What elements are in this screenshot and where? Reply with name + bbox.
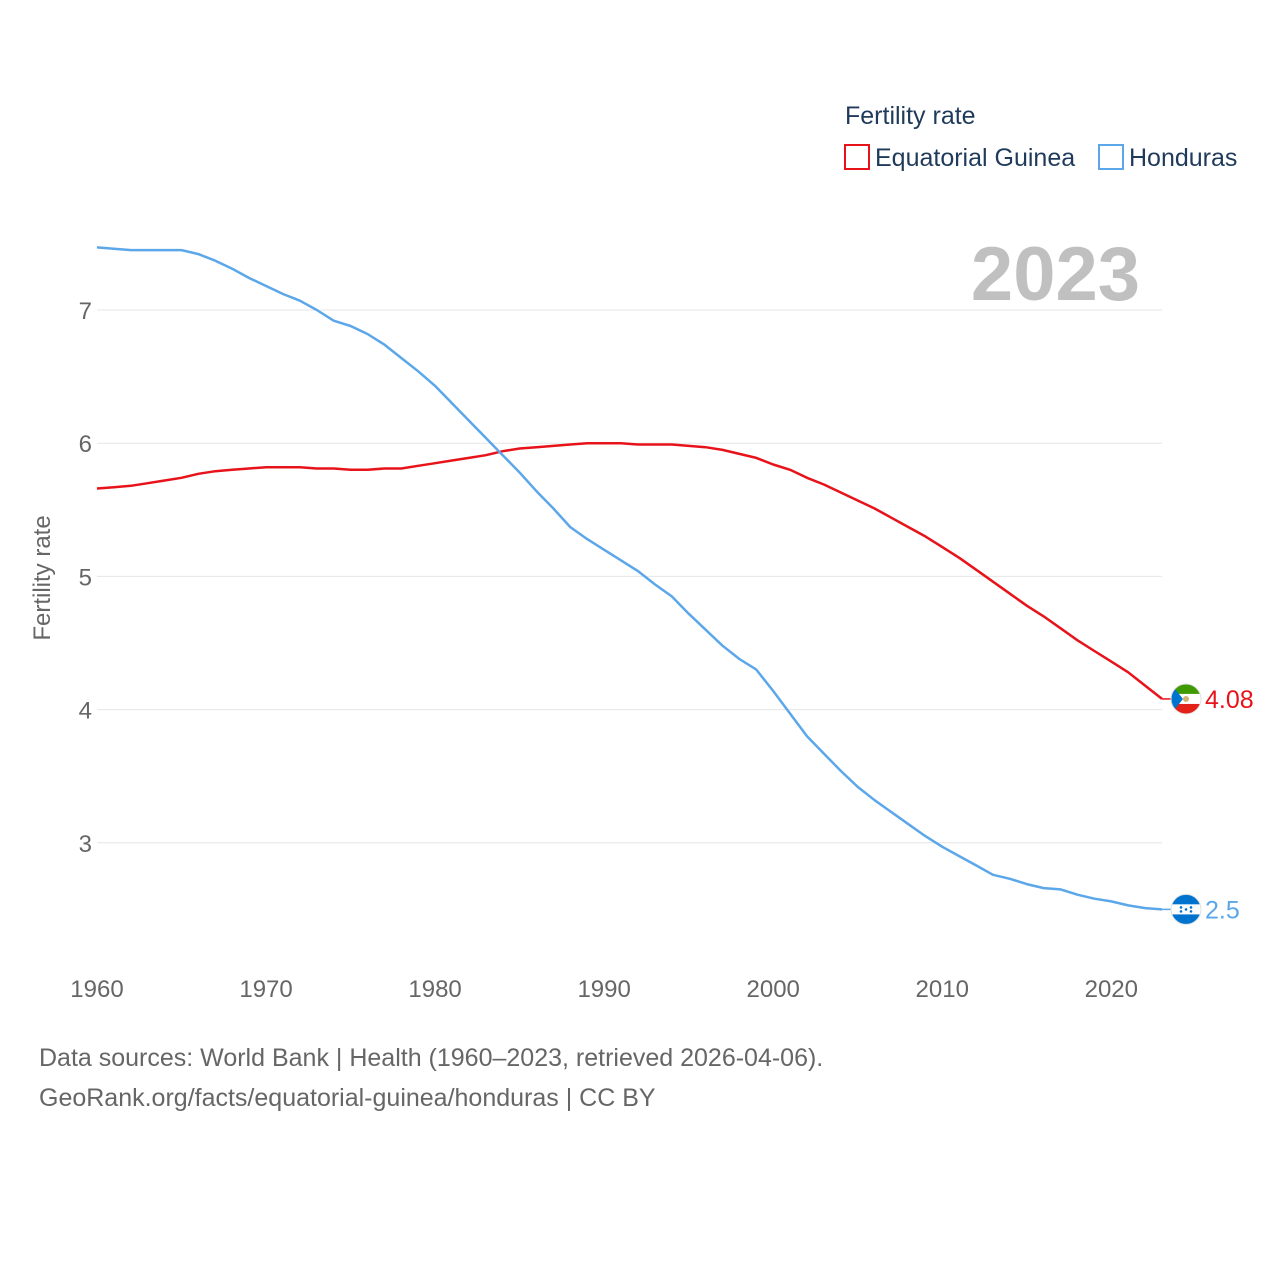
legend-swatch-equatorial-guinea <box>844 144 870 170</box>
x-tick-1970: 1970 <box>239 976 292 1003</box>
legend-title: Fertility rate <box>845 102 976 130</box>
series-lines <box>96 246 1163 911</box>
source-url-note: GeoRank.org/facts/equatorial-guinea/hond… <box>39 1084 656 1112</box>
end-markers: 4.08 2.5 <box>1162 683 1254 925</box>
flag-border <box>1170 683 1202 715</box>
legend-label-equatorial-guinea: Equatorial Guinea <box>875 144 1075 172</box>
end-value-honduras: 2.5 <box>1205 896 1240 924</box>
y-tick-7: 7 <box>79 298 92 325</box>
end-value-equatorial-guinea: 4.08 <box>1205 686 1254 714</box>
gridlines <box>97 309 1162 844</box>
x-tick-1980: 1980 <box>408 976 461 1003</box>
x-tick-2020: 2020 <box>1085 976 1138 1003</box>
x-tick-1990: 1990 <box>577 976 630 1003</box>
x-tick-1960: 1960 <box>70 976 123 1003</box>
y-axis-label: Fertility rate <box>29 515 56 640</box>
y-tick-3: 3 <box>79 831 92 858</box>
fertility-rate-chart: 3 4 5 6 7 1960 1970 1980 1990 2000 2010 2020 Ferti… <box>29 102 1254 1003</box>
data-source-note: Data sources: World Bank | Health (1960–… <box>39 1044 824 1072</box>
honduras-flag-icon <box>1171 894 1201 925</box>
legend-label-honduras: Honduras <box>1129 144 1237 172</box>
x-tick-2010: 2010 <box>916 976 969 1003</box>
x-axis-ticks: 1960 1970 1980 1990 2000 2010 2020 <box>70 976 1138 1003</box>
y-tick-6: 6 <box>79 431 92 458</box>
series-line-equatorial-guinea <box>96 441 1163 700</box>
x-tick-2000: 2000 <box>747 976 800 1003</box>
legend: Fertility rate Equatorial Guinea Honduras <box>844 102 1237 172</box>
series-line-honduras <box>96 246 1163 911</box>
legend-swatch-honduras <box>1098 144 1124 170</box>
y-axis-ticks: 3 4 5 6 7 <box>79 298 92 858</box>
y-tick-5: 5 <box>79 564 92 591</box>
y-tick-4: 4 <box>79 698 92 725</box>
current-year-label: 2023 <box>971 232 1140 317</box>
equatorial-guinea-flag-icon <box>1171 683 1201 714</box>
flag-border <box>1170 893 1202 925</box>
